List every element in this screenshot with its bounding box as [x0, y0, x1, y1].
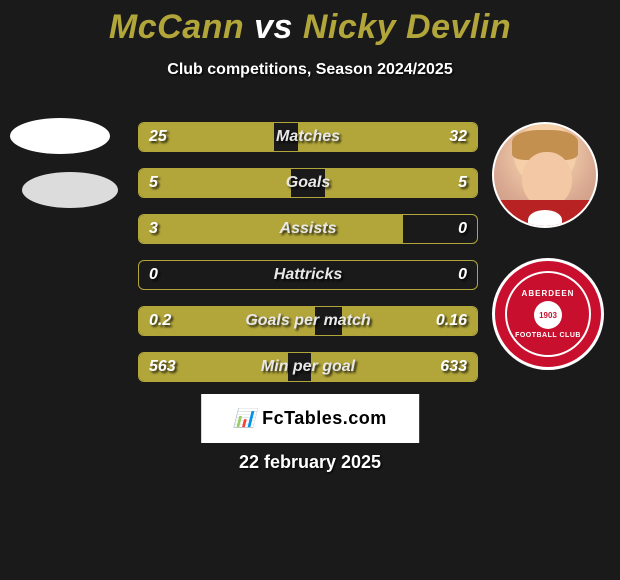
- club-badge-inner: ABERDEEN 1903 FOOTBALL CLUB: [505, 271, 591, 357]
- title-vs: vs: [254, 8, 293, 46]
- stat-bar-left: [139, 353, 288, 381]
- stat-label: Hattricks: [274, 266, 342, 284]
- stat-label: Goals: [286, 174, 330, 192]
- stats-chart: 2532Matches55Goals30Assists00Hattricks0.…: [138, 122, 478, 398]
- footer-date: 22 february 2025: [0, 452, 620, 473]
- stat-row: 2532Matches: [138, 122, 478, 152]
- player1-club-badge: [22, 172, 118, 208]
- stat-row: 0.20.16Goals per match: [138, 306, 478, 336]
- stat-value-left: 0: [149, 266, 158, 284]
- brand-text: FcTables.com: [262, 408, 387, 429]
- player2-avatar: [492, 122, 598, 228]
- club-badge-year: 1903: [539, 311, 557, 320]
- stat-row: 0 0 Hattricks: [138, 260, 478, 290]
- club-badge-ball: 1903: [534, 301, 562, 329]
- player2-club-badge: ABERDEEN 1903 FOOTBALL CLUB: [492, 258, 604, 370]
- stat-row: 563633Min per goal: [138, 352, 478, 382]
- player1-avatar: [10, 118, 110, 154]
- stat-bar-right: [325, 169, 477, 197]
- stat-value-right: 0: [458, 266, 467, 284]
- subtitle: Club competitions, Season 2024/2025: [0, 61, 620, 79]
- stat-value-right: 0: [458, 220, 467, 238]
- stat-bar-right: [342, 307, 477, 335]
- avatar-collar-inner: [528, 210, 562, 228]
- title-player1: McCann: [109, 8, 244, 46]
- header: McCann vs Nicky Devlin Club competitions…: [0, 0, 620, 79]
- brand-icon: 📊: [233, 408, 256, 429]
- stat-row: 55Goals: [138, 168, 478, 198]
- brand-badge: 📊 FcTables.com: [201, 394, 419, 443]
- stat-bar-left: [139, 307, 315, 335]
- club-badge-bottom: FOOTBALL CLUB: [515, 332, 581, 339]
- stat-bar-left: [139, 169, 291, 197]
- stat-bar-right: [298, 123, 477, 151]
- stat-bar-left: [139, 123, 274, 151]
- stat-row: 30Assists: [138, 214, 478, 244]
- stat-bar-right: [311, 353, 477, 381]
- club-badge-top: ABERDEEN: [522, 289, 575, 298]
- stat-bar-left: [139, 215, 403, 243]
- page-title: McCann vs Nicky Devlin: [0, 8, 620, 47]
- title-player2: Nicky Devlin: [303, 8, 511, 46]
